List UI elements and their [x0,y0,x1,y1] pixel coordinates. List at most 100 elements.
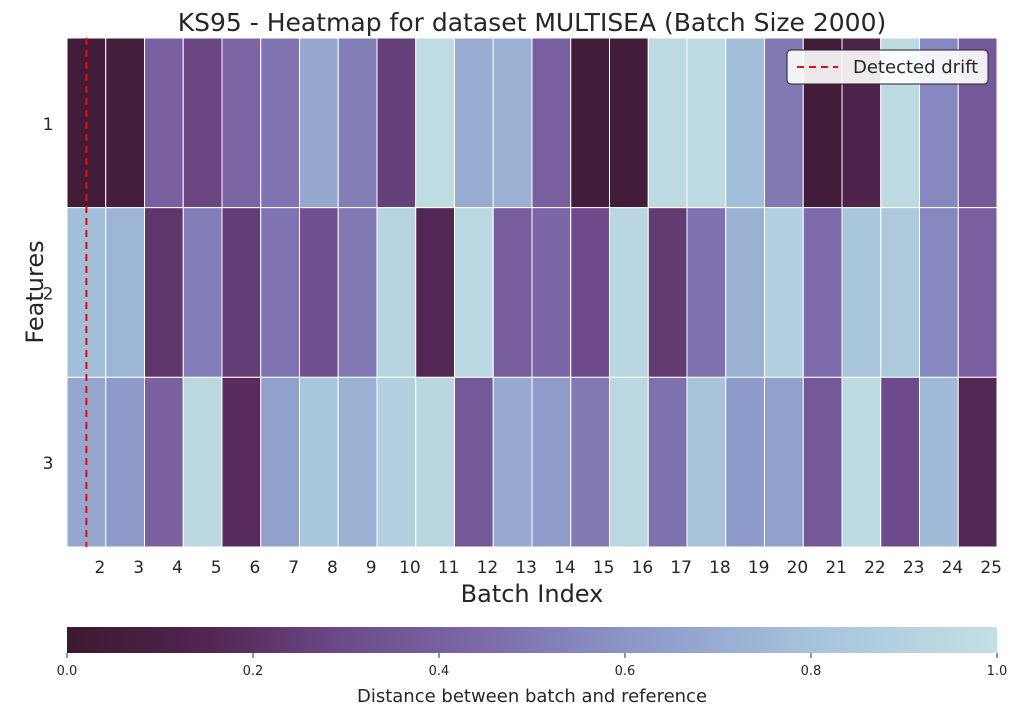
colorbar-tick-label: 0.4 [429,664,450,679]
x-tick-label: 19 [748,558,770,578]
x-tick-label: 20 [787,558,809,578]
x-tick-label: 2 [95,558,106,578]
x-tick-label: 23 [903,558,925,578]
x-tick-label: 13 [515,558,537,578]
heatmap-cell [570,376,610,548]
y-axis-label: Features [21,240,49,343]
heatmap-cell [299,207,339,378]
chart-title: KS95 - Heatmap for dataset MULTISEA (Bat… [178,8,886,37]
heatmap-cell [182,376,223,548]
heatmap-cell [221,37,262,209]
heatmap-cell [609,376,649,548]
heatmap-cell [144,376,184,548]
x-tick-label: 17 [670,558,692,578]
heatmap-cell [415,376,455,548]
heatmap-cell [337,207,378,378]
heatmap-cell [376,376,417,548]
x-tick-label: 4 [172,558,183,578]
y-tick-label: 2 [43,285,54,305]
heatmap-cell [337,376,378,548]
colorbar-label: Distance between batch and reference [357,686,707,707]
x-tick-label: 24 [942,558,964,578]
heatmap-cell [182,37,223,209]
x-tick-label: 21 [825,558,847,578]
heatmap-cell [570,207,610,378]
heatmap-cell [299,37,339,209]
heatmap-cell [531,37,572,209]
heatmap-cell [454,376,494,548]
heatmap-cell [764,376,804,548]
x-tick-label: 14 [554,558,576,578]
colorbar-tick-label: 0.6 [615,664,636,679]
y-tick-labels: 1 2 3 [43,115,54,474]
heatmap-cell [647,376,688,548]
x-tick-label: 25 [980,558,1002,578]
heatmap-cell [144,37,184,209]
heatmap-cell [686,207,727,378]
heatmap-cell [492,376,533,548]
heatmap-cell [570,37,610,209]
heatmap-cell [957,376,998,548]
heatmap-cell [260,376,300,548]
heatmap-cell [725,376,765,548]
x-tick-label: 7 [288,558,299,578]
heatmap-cell [802,207,843,378]
y-tick-label: 3 [43,454,54,474]
heatmap-cell [415,207,455,378]
heatmap-cell [609,207,649,378]
heatmap-cell [299,376,339,548]
colorbar-tick-label: 0.0 [57,664,78,679]
colorbar-ticks: 0.0 0.2 0.4 0.6 0.8 1.0 [57,653,1008,679]
heatmap-cell [105,37,145,209]
x-tick-label: 3 [133,558,144,578]
heatmap-cell [841,207,882,378]
heatmap-cell [531,376,572,548]
y-tick-label: 1 [43,115,54,135]
heatmap-cell [919,376,959,548]
heatmap-cell [725,37,765,209]
legend-box [786,49,989,85]
heatmap-cell [880,207,920,378]
x-tick-label: 10 [399,558,421,578]
x-tick-label: 15 [593,558,615,578]
colorbar-tick-label: 0.8 [801,664,822,679]
heatmap-cell [454,207,494,378]
x-tick-label: 9 [366,558,377,578]
x-tick-label: 8 [327,558,338,578]
heatmap-cell [221,376,262,548]
x-tick-label: 22 [864,558,886,578]
colorbar-tick-label: 0.2 [243,664,264,679]
x-tick-label: 18 [709,558,731,578]
heatmap-cell [454,37,494,209]
heatmap-cell [880,376,920,548]
heatmap-cell [144,207,184,378]
heatmap-cell [647,207,688,378]
heatmap-cell [841,376,882,548]
heatmap-cell [492,207,533,378]
legend-entry: Detected drift [853,57,978,78]
x-tick-label: 5 [211,558,222,578]
heatmap-cell [531,207,572,378]
heatmap-cell [260,37,300,209]
x-tick-label: 6 [250,558,261,578]
x-axis-label: Batch Index [461,580,604,608]
colorbar [67,627,997,653]
heatmap-cell [686,376,727,548]
heatmap-cell [221,207,262,378]
x-tick-label: 12 [477,558,499,578]
heatmap-cell [764,207,804,378]
heatmap-cell [260,207,300,378]
legend: Detected drift [786,49,989,85]
colorbar-tick-label: 1.0 [987,664,1008,679]
heatmap-cell [609,37,649,209]
heatmap-cell [376,37,417,209]
heatmap-cell [919,207,959,378]
heatmap-cell [686,37,727,209]
heatmap-cell [105,376,145,548]
heatmap-cell [105,207,145,378]
heatmap-cell [957,207,998,378]
x-tick-label: 16 [632,558,654,578]
heatmap-cells [66,37,998,548]
heatmap-cell [376,207,417,378]
